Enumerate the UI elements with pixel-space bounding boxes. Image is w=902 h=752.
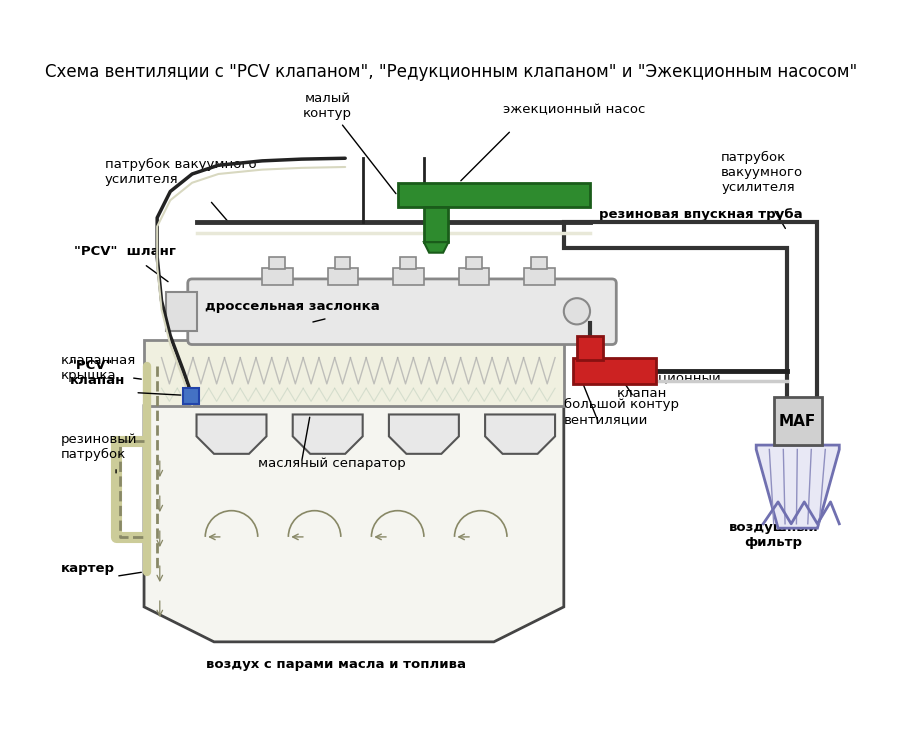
FancyBboxPatch shape [262, 268, 293, 285]
Text: "PCV"
клапан: "PCV" клапан [69, 359, 125, 387]
Text: большой контур
вентиляции: большой контур вентиляции [564, 398, 679, 426]
Polygon shape [424, 242, 448, 253]
FancyBboxPatch shape [166, 292, 197, 332]
Text: "PCV"  шланг: "PCV" шланг [74, 245, 176, 259]
FancyBboxPatch shape [424, 208, 448, 242]
FancyBboxPatch shape [573, 358, 656, 384]
Text: картер: картер [61, 562, 115, 575]
FancyBboxPatch shape [524, 268, 555, 285]
FancyBboxPatch shape [335, 257, 351, 269]
FancyBboxPatch shape [398, 183, 590, 208]
Text: Схема вентиляции с "PCV клапаном", "Редукционным клапаном" и "Эжекционным насосо: Схема вентиляции с "PCV клапаном", "Реду… [45, 63, 857, 81]
FancyBboxPatch shape [774, 397, 822, 445]
Polygon shape [293, 414, 363, 453]
Polygon shape [144, 406, 564, 642]
Text: резиновая впускная труба: резиновая впускная труба [599, 208, 803, 221]
Text: воздух с парами масла и топлива: воздух с парами масла и топлива [207, 658, 466, 671]
Text: эжекционный насос: эжекционный насос [502, 103, 645, 116]
Text: клапанная
крышка: клапанная крышка [61, 354, 136, 383]
Text: патрубок
вакуумного
усилителя: патрубок вакуумного усилителя [722, 151, 804, 195]
Polygon shape [197, 414, 266, 453]
FancyBboxPatch shape [393, 268, 424, 285]
Text: резиновый
патрубок: резиновый патрубок [61, 433, 137, 461]
Text: воздушный
фильтр: воздушный фильтр [729, 520, 819, 549]
FancyBboxPatch shape [183, 388, 199, 404]
Text: малый
контур: малый контур [303, 92, 396, 194]
FancyBboxPatch shape [327, 268, 358, 285]
Polygon shape [389, 414, 459, 453]
FancyBboxPatch shape [188, 279, 616, 344]
Text: дроссельная заслонка: дроссельная заслонка [206, 299, 380, 313]
Text: MAF: MAF [778, 414, 816, 429]
FancyBboxPatch shape [144, 340, 564, 406]
FancyBboxPatch shape [531, 257, 548, 269]
FancyBboxPatch shape [459, 268, 490, 285]
FancyBboxPatch shape [269, 257, 285, 269]
FancyBboxPatch shape [400, 257, 416, 269]
FancyBboxPatch shape [577, 336, 603, 360]
Polygon shape [485, 414, 555, 453]
Circle shape [564, 299, 590, 324]
Text: масляный сепаратор: масляный сепаратор [258, 457, 406, 470]
Text: редукционный
клапан: редукционный клапан [616, 372, 721, 400]
Text: патрубок вакуумного
усилителя: патрубок вакуумного усилителя [105, 158, 256, 186]
Polygon shape [756, 445, 839, 528]
FancyBboxPatch shape [465, 257, 482, 269]
